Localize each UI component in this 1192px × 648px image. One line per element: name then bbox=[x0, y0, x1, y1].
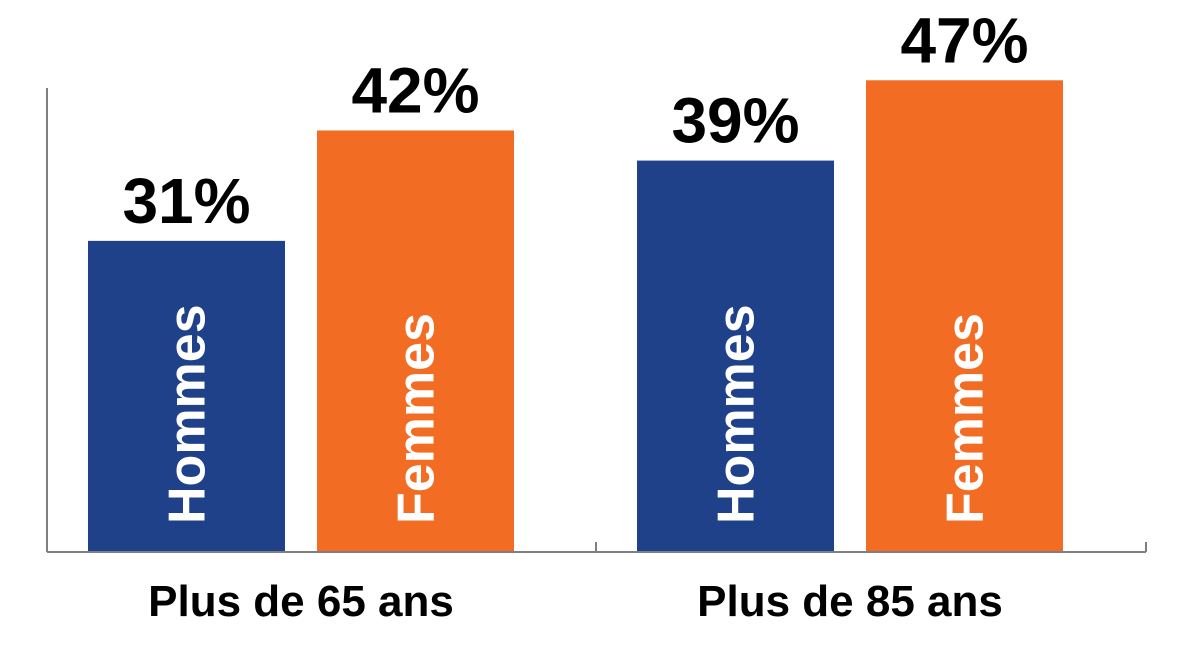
value-label: 31% bbox=[122, 165, 250, 237]
bar-hommes-2 bbox=[637, 160, 834, 552]
value-label: 42% bbox=[351, 54, 479, 126]
category-label: Plus de 85 ans bbox=[697, 577, 1003, 626]
bar-series-label: Hommes bbox=[708, 304, 766, 524]
bar-series-label: Femmes bbox=[388, 313, 446, 524]
bar-femmes-1 bbox=[317, 130, 514, 553]
value-label: 47% bbox=[900, 4, 1028, 76]
value-label: 39% bbox=[671, 85, 799, 157]
axes-layer bbox=[46, 88, 1147, 553]
bar-hommes-1 bbox=[88, 240, 285, 552]
labels-layer: 31% Hommes 42% Femmes Plus de 65 ans 39% Homme… bbox=[122, 4, 1028, 626]
bars-layer bbox=[88, 80, 1063, 553]
bar-femmes-2 bbox=[866, 80, 1063, 553]
bar-series-label: Hommes bbox=[159, 304, 217, 524]
category-label: Plus de 65 ans bbox=[148, 577, 454, 626]
bar-series-label: Femmes bbox=[937, 313, 995, 524]
